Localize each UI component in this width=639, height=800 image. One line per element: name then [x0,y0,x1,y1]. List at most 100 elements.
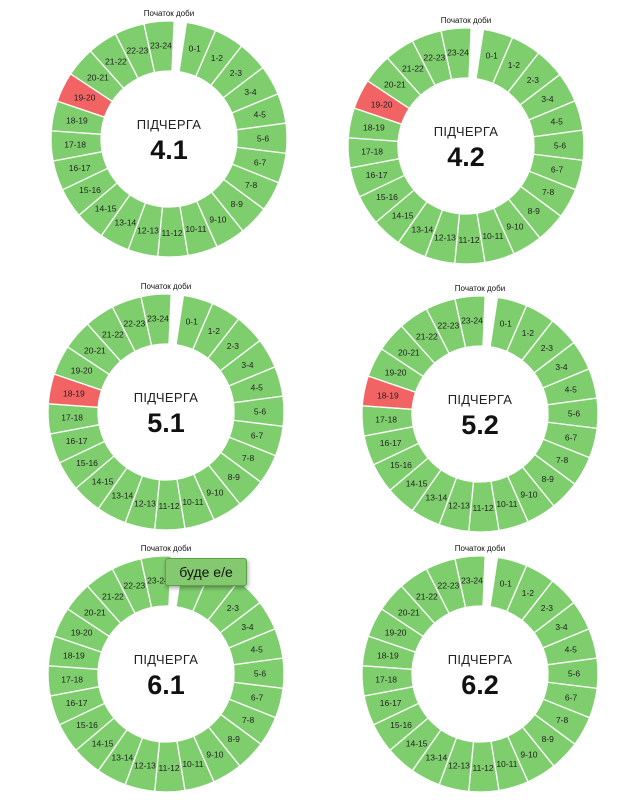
hour-label-1-2: 1-2 [522,328,535,338]
day-start-label: Початок доби [455,284,505,293]
hour-label-1-2: 1-2 [522,588,535,598]
hour-label-5-6: 5-6 [254,668,267,678]
hour-label-22-23: 22-23 [124,580,146,590]
hour-label-17-18: 17-18 [61,675,83,685]
hour-label-9-10: 9-10 [209,214,226,224]
day-start-label: Початок доби [455,544,505,553]
hour-label-3-4: 3-4 [541,94,554,104]
hour-label-17-18: 17-18 [361,147,383,157]
hour-label-23-24: 23-24 [461,575,483,585]
hour-label-3-4: 3-4 [555,622,568,632]
hour-label-11-12: 11-12 [162,228,183,238]
hour-label-23-24: 23-24 [461,315,483,325]
hour-label-7-8: 7-8 [242,715,255,725]
chart-6-2: 0-1 1-2 2-3 3-4 4-5 5-6 6-7 7-8 8-9 9-10 10-11 11-1… [356,540,604,798]
hour-label-6-7: 6-7 [251,692,264,702]
hour-label-9-10: 9-10 [206,487,223,497]
hour-label-10-11: 10-11 [182,497,203,507]
hour-label-2-3: 2-3 [227,603,240,613]
hour-label-6-7: 6-7 [565,432,578,442]
donut-svg: 0-1 1-2 2-33-4 4-5 5-6 6-7 7-88-9 9-1010-1111-1… [47,282,285,531]
hour-label-5-6: 5-6 [254,406,267,416]
subqueue-number: 4.1 [150,135,188,165]
hour-label-18-19: 18-19 [63,388,85,398]
hour-label-10-11: 10-11 [496,499,517,509]
hour-label-4-5: 4-5 [254,109,267,119]
hour-label-20-21: 20-21 [398,347,420,357]
hour-label-15-16: 15-16 [390,720,412,730]
chart-4-2: 0-1 1-2 2-3 3-4 4-5 5-6 6-7 7-8 8-9 9-10 10-11 11-1… [342,12,590,270]
hour-label-9-10: 9-10 [506,221,523,231]
hour-label-20-21: 20-21 [384,79,406,89]
hour-label-2-3: 2-3 [527,75,540,85]
hour-label-17-18: 17-18 [61,413,83,423]
hour-label-21-22: 21-22 [102,329,124,339]
hour-label-13-14: 13-14 [112,490,134,500]
hour-label-19-20: 19-20 [71,366,93,376]
subqueue-number: 6.2 [461,670,499,700]
chart-4-1: 0-1 1-2 2-3 3-4 4-5 5-6 6-7 7-8 8-9 9-10 10-11 11-1… [45,5,293,263]
hour-label-3-4: 3-4 [555,362,568,372]
hour-label-7-8: 7-8 [542,187,555,197]
hour-label-23-24: 23-24 [150,40,172,50]
hour-label-7-8: 7-8 [242,453,255,463]
hour-label-0-1: 0-1 [189,44,202,54]
hour-label-0-1: 0-1 [186,317,199,327]
hour-label-3-4: 3-4 [244,87,257,97]
hour-label-21-22: 21-22 [416,591,438,601]
hour-label-23-24: 23-24 [447,47,469,57]
hour-label-3-4: 3-4 [241,622,254,632]
hour-label-0-1: 0-1 [486,51,499,61]
hour-label-2-3: 2-3 [230,68,243,78]
hour-segment-23-24[interactable] [143,20,175,74]
hour-label-0-1: 0-1 [500,579,513,589]
hour-label-18-19: 18-19 [66,115,88,125]
hour-label-16-17: 16-17 [380,438,402,448]
hour-label-13-14: 13-14 [426,752,448,762]
subqueue-number: 5.2 [461,410,499,440]
hour-segment-23-24[interactable] [454,295,486,349]
hour-label-14-15: 14-15 [406,478,428,488]
hour-label-19-20: 19-20 [385,368,407,378]
hour-label-15-16: 15-16 [376,192,398,202]
hour-segment-23-24[interactable] [140,293,172,347]
hour-label-11-12: 11-12 [159,501,180,511]
hour-label-1-2: 1-2 [508,60,521,70]
day-start-label: Початок доби [141,282,191,291]
hour-segment-23-24[interactable] [440,27,472,81]
donut-svg: 0-1 1-2 2-33-4 4-5 5-6 6-7 7-88-9 9-1010-1111-1… [361,284,599,533]
hour-label-21-22: 21-22 [416,331,438,341]
hour-label-16-17: 16-17 [66,436,88,446]
hour-label-20-21: 20-21 [84,607,106,617]
hour-label-22-23: 22-23 [438,320,460,330]
hour-label-9-10: 9-10 [520,489,537,499]
hour-label-14-15: 14-15 [92,738,114,748]
hour-label-17-18: 17-18 [375,675,397,685]
day-start-label: Початок доби [144,9,194,18]
hour-label-2-3: 2-3 [227,341,240,351]
hour-segment-23-24[interactable] [454,555,486,609]
hour-label-8-9: 8-9 [228,734,241,744]
hour-label-13-14: 13-14 [412,224,434,234]
hour-label-10-11: 10-11 [182,759,203,769]
hour-label-22-23: 22-23 [424,52,446,62]
hour-label-7-8: 7-8 [245,180,258,190]
hour-segment-23-24[interactable] [140,555,172,609]
hour-label-3-4: 3-4 [241,360,254,370]
hour-label-13-14: 13-14 [112,752,134,762]
hour-label-21-22: 21-22 [402,63,424,73]
hour-label-22-23: 22-23 [438,580,460,590]
hour-label-23-24: 23-24 [147,575,169,585]
hour-label-20-21: 20-21 [84,345,106,355]
hour-label-21-22: 21-22 [105,56,127,66]
hour-label-4-5: 4-5 [551,116,564,126]
hour-label-16-17: 16-17 [69,163,91,173]
hour-label-4-5: 4-5 [251,644,264,654]
hour-label-19-20: 19-20 [371,100,393,110]
donut-svg: 0-1 1-2 2-33-4 4-5 5-6 6-7 7-88-9 9-1010-1111-1… [361,544,599,793]
hour-label-21-22: 21-22 [102,591,124,601]
hour-label-15-16: 15-16 [79,185,101,195]
chart-5-2: 0-1 1-2 2-3 3-4 4-5 5-6 6-7 7-8 8-9 9-10 10-11 11-1… [356,280,604,538]
hour-label-23-24: 23-24 [147,313,169,323]
hour-label-12-13: 12-13 [134,499,156,509]
